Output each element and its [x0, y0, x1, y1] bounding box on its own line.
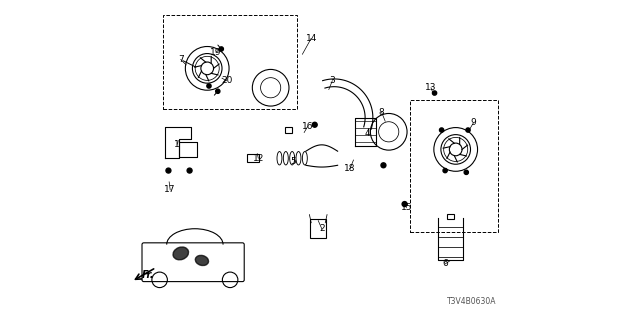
Text: 13: 13 — [425, 83, 436, 92]
Circle shape — [187, 168, 192, 173]
Text: 3: 3 — [330, 76, 335, 85]
Text: 7: 7 — [178, 55, 184, 64]
Circle shape — [402, 202, 407, 206]
Bar — [248, 154, 259, 162]
Text: 2: 2 — [319, 224, 324, 233]
Circle shape — [207, 84, 211, 88]
Circle shape — [166, 168, 171, 173]
Circle shape — [216, 89, 220, 93]
Text: 9: 9 — [470, 118, 476, 127]
Bar — [163, 15, 297, 109]
Circle shape — [312, 122, 317, 127]
Circle shape — [443, 168, 447, 173]
Ellipse shape — [173, 247, 189, 260]
Text: 1: 1 — [174, 140, 180, 148]
Text: 4: 4 — [365, 129, 371, 138]
Circle shape — [464, 170, 468, 174]
Text: 18: 18 — [344, 164, 356, 173]
Text: 20: 20 — [221, 76, 232, 85]
Text: Fr.: Fr. — [141, 270, 154, 280]
Circle shape — [440, 128, 444, 132]
Text: 16: 16 — [302, 122, 314, 131]
Circle shape — [466, 128, 470, 132]
Ellipse shape — [195, 255, 209, 266]
Circle shape — [219, 47, 223, 51]
Text: T3V4B0630A: T3V4B0630A — [447, 297, 496, 306]
Bar — [410, 100, 498, 232]
Text: 15: 15 — [401, 203, 412, 212]
Bar — [285, 127, 292, 133]
Text: 12: 12 — [253, 154, 264, 163]
Text: 19: 19 — [211, 48, 222, 57]
Bar — [310, 219, 326, 238]
Text: 14: 14 — [305, 34, 317, 43]
Bar — [447, 214, 454, 219]
Text: 17: 17 — [164, 186, 176, 195]
Text: 5: 5 — [291, 157, 296, 166]
Text: 8: 8 — [379, 108, 385, 117]
Text: 6: 6 — [442, 260, 448, 268]
Circle shape — [381, 163, 386, 168]
Circle shape — [433, 91, 436, 95]
